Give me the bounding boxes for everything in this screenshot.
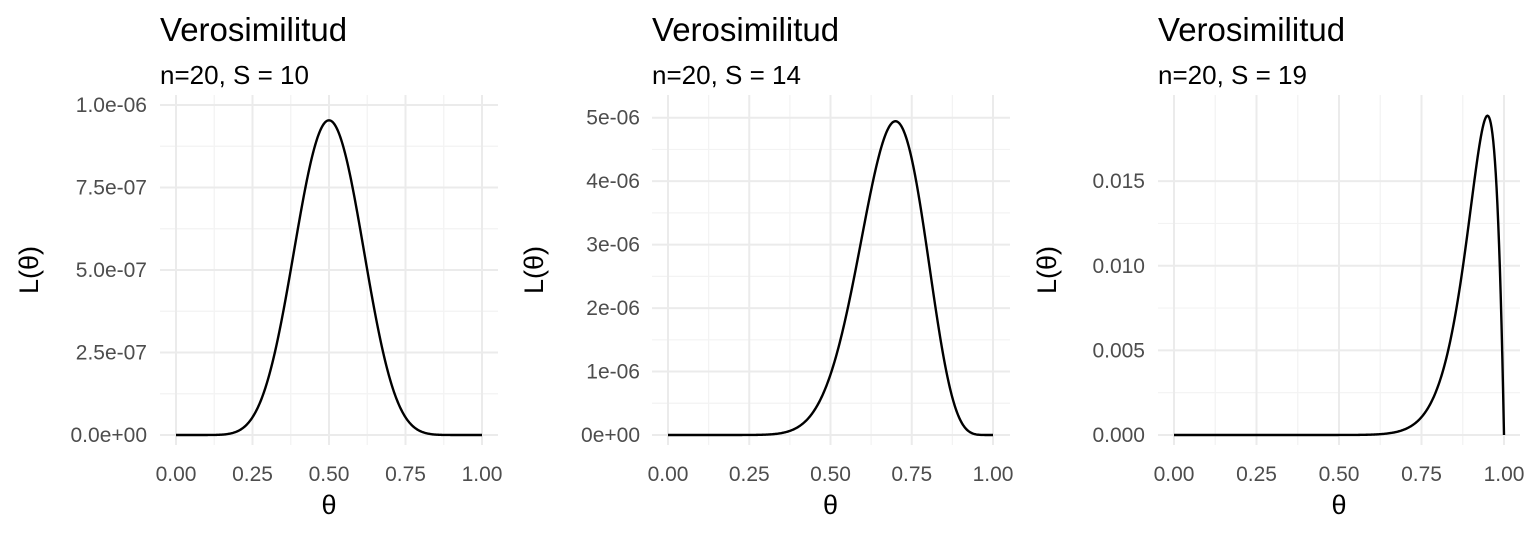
y-tick-label: 7.5e-07 — [76, 177, 147, 200]
x-tick-label: 0.00 — [156, 463, 197, 486]
x-tick-label: 1.00 — [462, 463, 503, 486]
chart-title: Verosimilitud — [1158, 11, 1345, 48]
x-tick-label: 1.00 — [1484, 463, 1525, 486]
x-tick-label: 0.75 — [1401, 463, 1442, 486]
chart-panel-2: 0.00 0.25 0.50 0.75 1.00 0e+00 1e-06 2e-06 3e-06… — [519, 11, 1013, 520]
x-tick-label: 0.00 — [648, 463, 689, 486]
x-tick-label: 0.50 — [810, 463, 851, 486]
y-tick-label: 5e-06 — [586, 107, 640, 130]
y-tick-label: 4e-06 — [586, 170, 640, 193]
x-tick-label: 0.75 — [385, 463, 426, 486]
y-axis-label: L(θ) — [1032, 246, 1062, 294]
y-tick-label: 0e+00 — [581, 424, 640, 447]
likelihood-curve — [176, 119, 482, 437]
chart-title: Verosimilitud — [160, 11, 347, 48]
x-tick-label: 0.75 — [891, 463, 932, 486]
chart-title: Verosimilitud — [652, 11, 839, 48]
y-tick-label: 0.000 — [1092, 424, 1145, 447]
y-tick-label: 0.005 — [1092, 339, 1145, 362]
y-tick-label: 2e-06 — [586, 297, 640, 320]
x-tick-label: 0.00 — [1154, 463, 1195, 486]
y-axis-label: L(θ) — [519, 246, 549, 294]
x-axis-label: θ — [823, 490, 838, 520]
likelihood-curve — [668, 120, 993, 437]
x-axis-label: θ — [1331, 490, 1346, 520]
y-tick-label: 1.0e-06 — [76, 94, 147, 117]
likelihood-curve — [1174, 114, 1506, 437]
x-tick-label: 0.50 — [1319, 463, 1360, 486]
x-tick-label: 0.25 — [232, 463, 273, 486]
y-tick-label: 3e-06 — [586, 234, 640, 257]
x-tick-label: 0.25 — [1236, 463, 1277, 486]
y-axis-label: L(θ) — [14, 246, 44, 294]
x-tick-label: 0.50 — [309, 463, 350, 486]
y-tick-label: 0.010 — [1092, 255, 1145, 278]
chart-panel-1: 0.00 0.25 0.50 0.75 1.00 0.0e+00 2.5e-07 5.0e-0… — [14, 11, 502, 520]
x-tick-label: 0.25 — [729, 463, 770, 486]
y-tick-label: 5.0e-07 — [76, 259, 147, 282]
chart-subtitle: n=20, S = 14 — [652, 60, 801, 90]
y-tick-label: 2.5e-07 — [76, 342, 147, 365]
y-tick-label: 1e-06 — [586, 361, 640, 384]
chart-panel-3: 0.00 0.25 0.50 0.75 1.00 0.000 0.005 0.010 0.015… — [1032, 11, 1524, 520]
chart-subtitle: n=20, S = 10 — [160, 60, 309, 90]
y-tick-label: 0.015 — [1092, 170, 1145, 193]
chart-subtitle: n=20, S = 19 — [1158, 60, 1307, 90]
y-tick-label: 0.0e+00 — [71, 424, 148, 447]
x-tick-label: 1.00 — [973, 463, 1014, 486]
x-axis-label: θ — [321, 490, 336, 520]
